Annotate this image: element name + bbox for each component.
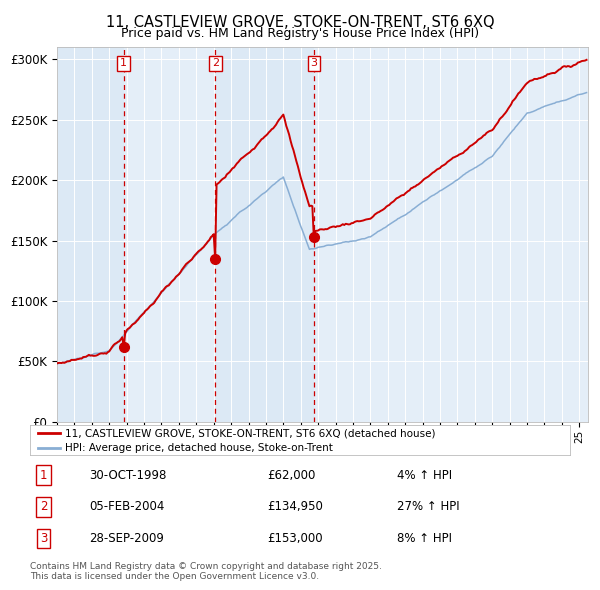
Text: 05-FEB-2004: 05-FEB-2004 xyxy=(89,500,165,513)
Bar xyxy=(215,47,314,422)
Text: HPI: Average price, detached house, Stoke-on-Trent: HPI: Average price, detached house, Stok… xyxy=(65,443,333,453)
Bar xyxy=(57,47,124,422)
Bar xyxy=(314,47,588,422)
Text: 1: 1 xyxy=(120,58,127,68)
Text: £153,000: £153,000 xyxy=(268,532,323,545)
Text: 1: 1 xyxy=(40,469,47,482)
Text: 28-SEP-2009: 28-SEP-2009 xyxy=(89,532,164,545)
Text: 2: 2 xyxy=(40,500,47,513)
Text: Contains HM Land Registry data © Crown copyright and database right 2025.
This d: Contains HM Land Registry data © Crown c… xyxy=(30,562,382,581)
Text: £62,000: £62,000 xyxy=(268,469,316,482)
Text: 30-OCT-1998: 30-OCT-1998 xyxy=(89,469,167,482)
Text: £134,950: £134,950 xyxy=(268,500,323,513)
Text: 3: 3 xyxy=(40,532,47,545)
Bar xyxy=(124,47,215,422)
Text: 2: 2 xyxy=(212,58,219,68)
Text: 11, CASTLEVIEW GROVE, STOKE-ON-TRENT, ST6 6XQ (detached house): 11, CASTLEVIEW GROVE, STOKE-ON-TRENT, ST… xyxy=(65,428,436,438)
Text: 4% ↑ HPI: 4% ↑ HPI xyxy=(397,469,452,482)
Text: 8% ↑ HPI: 8% ↑ HPI xyxy=(397,532,452,545)
Text: 3: 3 xyxy=(310,58,317,68)
Text: 11, CASTLEVIEW GROVE, STOKE-ON-TRENT, ST6 6XQ: 11, CASTLEVIEW GROVE, STOKE-ON-TRENT, ST… xyxy=(106,15,494,30)
Text: Price paid vs. HM Land Registry's House Price Index (HPI): Price paid vs. HM Land Registry's House … xyxy=(121,27,479,40)
Text: 27% ↑ HPI: 27% ↑ HPI xyxy=(397,500,460,513)
